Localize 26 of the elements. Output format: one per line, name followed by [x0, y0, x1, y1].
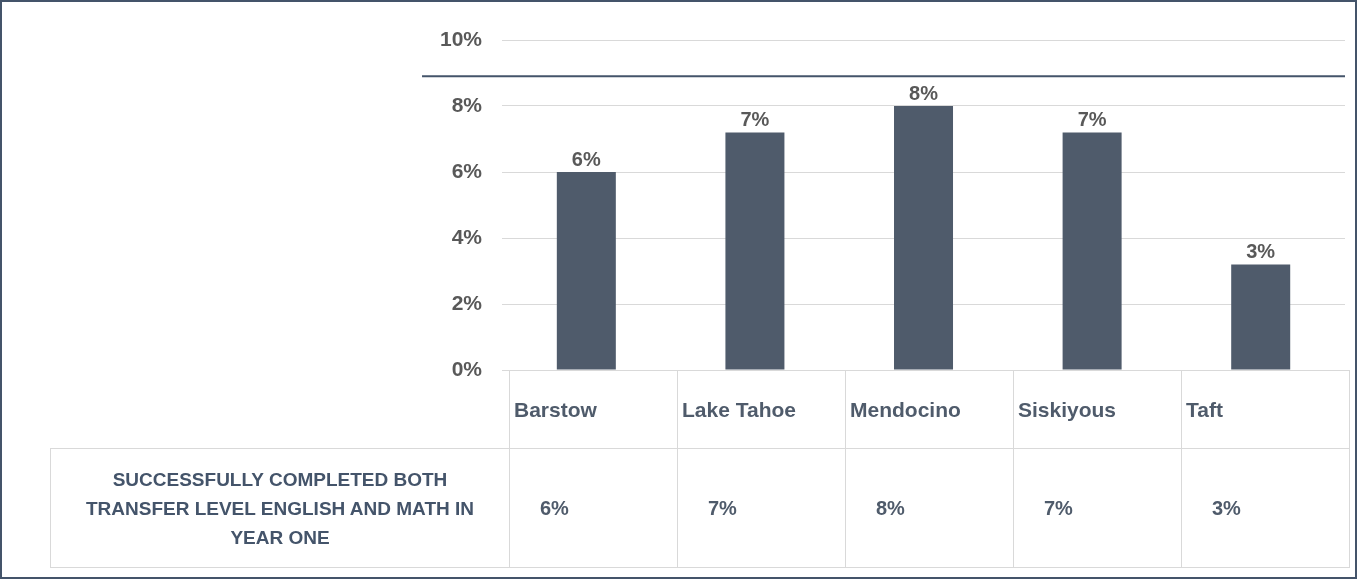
- y-tick-label: 0%: [451, 356, 483, 380]
- text: 3%: [1246, 239, 1276, 262]
- data-label: 8%: [845, 448, 1014, 568]
- text: 7%: [1077, 107, 1107, 130]
- y-tick-label: 8%: [451, 92, 483, 116]
- text: SUCCESSFULLY COMPLETED BOTH TRANSFER LEVEL ENGLISH AND MATH IN YEAR ONE: [50, 448, 510, 568]
- x-tick-label: Mendocino: [845, 370, 1014, 449]
- text: 7%: [740, 107, 770, 130]
- x-tick-label: Barstow: [509, 370, 678, 449]
- text: 8%: [909, 81, 938, 104]
- data-label: 7%: [1013, 448, 1182, 568]
- y-tick-label: 6%: [451, 158, 483, 182]
- x-tick-label: Taft: [1181, 370, 1350, 449]
- data-label: 7%: [677, 448, 846, 568]
- text: 6%: [571, 147, 601, 170]
- bar: [556, 172, 616, 370]
- x-tick-label: Siskiyous: [1013, 370, 1182, 449]
- bar: [1231, 264, 1291, 370]
- bar: [725, 132, 785, 370]
- y-tick-label: 4%: [451, 224, 483, 248]
- y-tick-label: 2%: [451, 290, 483, 314]
- x-tick-label: Lake Tahoe: [677, 370, 846, 449]
- y-tick-label: 10%: [440, 26, 483, 50]
- data-label: 3%: [1181, 448, 1350, 568]
- bar: [894, 106, 954, 370]
- bar: [1062, 132, 1122, 370]
